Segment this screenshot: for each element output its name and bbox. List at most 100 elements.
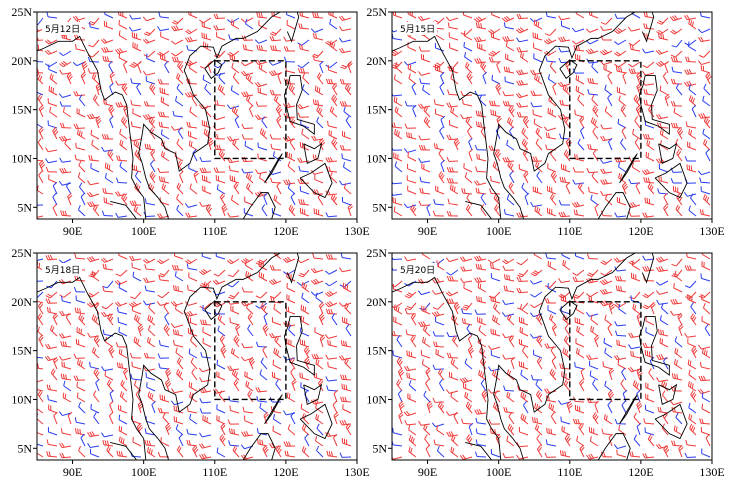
barb-feather bbox=[176, 424, 178, 429]
barb-shaft bbox=[68, 415, 71, 424]
panel-label: 5月15日 bbox=[400, 24, 435, 35]
barb-feather bbox=[257, 12, 258, 17]
barb-shaft bbox=[79, 165, 85, 172]
barb bbox=[699, 51, 710, 57]
barb bbox=[119, 53, 127, 62]
barb bbox=[157, 259, 169, 264]
barb-shaft bbox=[174, 325, 183, 328]
barb bbox=[214, 270, 225, 276]
barb bbox=[404, 61, 416, 65]
barb bbox=[315, 86, 323, 95]
barb-shaft bbox=[550, 66, 556, 73]
barb-feather bbox=[559, 58, 561, 63]
barb-shaft bbox=[231, 353, 239, 358]
barb-feather bbox=[658, 188, 659, 193]
barb-shaft bbox=[189, 29, 197, 34]
barb bbox=[133, 42, 141, 51]
barb-shaft bbox=[50, 292, 57, 298]
barb-feather bbox=[66, 313, 69, 317]
barb bbox=[476, 188, 486, 194]
barb bbox=[703, 139, 710, 150]
barb-shaft bbox=[477, 159, 486, 161]
barb bbox=[448, 22, 458, 29]
barb-feather bbox=[404, 61, 407, 65]
barb-feather bbox=[76, 124, 78, 129]
barb-feather bbox=[148, 325, 150, 330]
barb bbox=[132, 164, 141, 172]
barb bbox=[246, 73, 253, 84]
barb bbox=[179, 434, 183, 446]
barb bbox=[706, 149, 710, 161]
barb-shaft bbox=[536, 143, 542, 150]
barb-shaft bbox=[424, 121, 430, 128]
barb bbox=[614, 51, 626, 56]
barb bbox=[47, 307, 57, 314]
barb-feather bbox=[394, 207, 395, 212]
barb-feather bbox=[76, 143, 77, 148]
barb bbox=[46, 167, 57, 172]
barb bbox=[79, 446, 85, 457]
barb-feather bbox=[519, 81, 521, 85]
barb-shaft bbox=[534, 58, 542, 62]
barb-feather bbox=[629, 179, 631, 184]
barb-shaft bbox=[274, 309, 281, 314]
barb-feather bbox=[412, 206, 415, 210]
barb-feather bbox=[302, 446, 304, 451]
barb-feather bbox=[260, 439, 261, 444]
barb-feather bbox=[107, 380, 109, 384]
barb-shaft bbox=[38, 99, 43, 106]
barb bbox=[299, 166, 309, 172]
barb-shaft bbox=[50, 330, 57, 336]
barb-feather bbox=[492, 101, 494, 106]
barb-feather bbox=[405, 101, 407, 106]
barb-feather bbox=[174, 21, 179, 23]
barb-shaft bbox=[563, 89, 570, 95]
barb-feather bbox=[272, 265, 274, 270]
barb bbox=[326, 157, 337, 162]
barb bbox=[560, 100, 570, 106]
barb bbox=[616, 66, 626, 73]
barb-shaft bbox=[469, 142, 472, 150]
barb-shaft bbox=[291, 416, 295, 424]
barb bbox=[38, 302, 43, 314]
barb-feather bbox=[75, 308, 76, 313]
barb-shaft bbox=[536, 132, 542, 139]
barb-shaft bbox=[393, 39, 402, 40]
barb-feather bbox=[264, 306, 266, 311]
barb-shaft bbox=[408, 36, 416, 40]
barb-shaft bbox=[190, 341, 197, 347]
barb-feather bbox=[560, 100, 561, 105]
barb-shaft bbox=[507, 145, 514, 150]
barb-shaft bbox=[631, 49, 640, 51]
barb bbox=[497, 61, 501, 73]
barb-shaft bbox=[633, 134, 640, 139]
barb bbox=[573, 167, 584, 172]
barb-feather bbox=[691, 20, 692, 25]
barb-feather bbox=[418, 71, 421, 75]
barb-feather bbox=[578, 139, 580, 143]
barb-shaft bbox=[105, 26, 113, 29]
barb-shaft bbox=[174, 421, 183, 424]
barb-feather bbox=[535, 161, 537, 166]
barb bbox=[316, 359, 323, 369]
x-tick-label: 90E bbox=[63, 224, 82, 238]
barb-feather bbox=[173, 329, 174, 334]
barb-shaft bbox=[188, 303, 197, 305]
barb-feather bbox=[77, 129, 78, 134]
barb bbox=[130, 292, 141, 299]
barb-shaft bbox=[176, 51, 183, 56]
barb-feather bbox=[64, 168, 66, 172]
barb bbox=[534, 53, 542, 62]
barb-feather bbox=[49, 451, 50, 456]
barb-shaft bbox=[704, 88, 710, 95]
barb bbox=[523, 116, 528, 128]
y-tick-label: 20N bbox=[11, 54, 32, 68]
barb bbox=[550, 194, 556, 205]
barb bbox=[171, 26, 183, 31]
barb bbox=[157, 302, 169, 306]
barb-shaft bbox=[163, 417, 169, 424]
barb bbox=[508, 161, 514, 172]
barb-shaft bbox=[701, 62, 710, 65]
barb bbox=[589, 187, 598, 194]
barb-feather bbox=[102, 366, 105, 370]
